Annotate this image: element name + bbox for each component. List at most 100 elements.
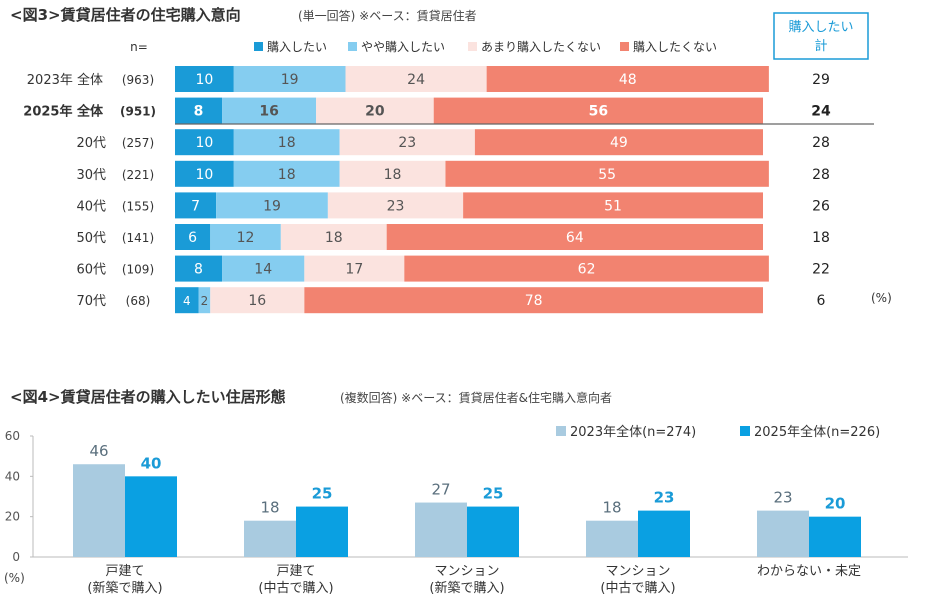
fig4-bar-value: 18 — [602, 499, 621, 517]
bar-segment — [222, 97, 317, 124]
bar-segment-label: 20 — [365, 104, 385, 120]
bar-segment-label: 23 — [387, 198, 405, 214]
row-total: 28 — [812, 167, 830, 183]
total-header-line1: 購入したい — [788, 20, 853, 35]
fig4-y-tick-label: 40 — [5, 469, 20, 483]
bar-segment — [198, 287, 211, 314]
bar-segment — [210, 224, 281, 250]
bar-segment-label: 23 — [398, 135, 416, 151]
fig3-percent-unit: (%) — [871, 291, 892, 305]
fig3-legend-label-1: やや購入したい — [361, 40, 445, 54]
bar-segment-label: 17 — [345, 262, 363, 278]
bar-segment — [210, 287, 305, 314]
bar-segment-label: 18 — [325, 230, 343, 246]
bar-segment — [233, 129, 340, 156]
bar-segment — [304, 287, 763, 314]
fig4-y-tick-label: 20 — [5, 510, 20, 524]
fig3-legend-label-3: 購入したくない — [633, 40, 717, 54]
fig3-legend: 購入したい やや購入したい あまり購入したくない 購入したくない — [254, 40, 717, 54]
bar-segment-label: 16 — [259, 104, 278, 120]
fig4-category-label: (新築で購入) — [87, 580, 162, 596]
row-label: 30代 — [76, 168, 106, 183]
fig4-bar — [296, 506, 348, 557]
fig4-legend-label-0: 2023年全体(n=274) — [570, 424, 696, 440]
row-label: 2023年 全体 — [27, 72, 103, 88]
fig4-bar — [125, 476, 177, 557]
bar-segment — [175, 97, 223, 124]
fig4-bar-value: 18 — [260, 499, 279, 517]
bar-segment — [175, 66, 234, 92]
bar-segment — [486, 66, 769, 92]
row-label: 40代 — [76, 199, 106, 214]
total-header-box — [773, 12, 869, 60]
bar-segment — [404, 255, 769, 282]
bar-segment — [216, 192, 328, 219]
bar-segment-label: 7 — [191, 198, 200, 214]
fig3-legend-swatch-2 — [468, 42, 477, 51]
bar-segment — [175, 224, 211, 250]
bar-segment-label: 55 — [598, 167, 616, 183]
row-label: 70代 — [76, 294, 106, 309]
fig4-bar — [757, 510, 809, 557]
fig4-category-label: (中古で購入) — [600, 581, 675, 596]
fig4-category-label: 戸建て — [276, 564, 315, 579]
bar-segment-label: 4 — [183, 294, 191, 308]
bar-segment-label: 48 — [619, 72, 637, 88]
total-header-line2: 計 — [814, 38, 827, 54]
bar-segment-label: 24 — [407, 72, 425, 88]
bar-segment — [280, 224, 387, 250]
fig4-category-label: マンション — [434, 564, 499, 579]
bar-segment-label: 10 — [195, 135, 213, 151]
fig3-legend-swatch-1 — [348, 42, 357, 51]
row-total: 28 — [812, 135, 830, 151]
fig4-bar — [73, 464, 125, 557]
fig4-bar — [467, 506, 519, 557]
bar-segment-label: 18 — [278, 135, 296, 151]
bar-segment-label: 12 — [237, 230, 255, 246]
row-n: (68) — [126, 294, 151, 308]
bar-segment-label: 18 — [384, 167, 402, 183]
bar-segment — [304, 255, 405, 282]
bar-segment — [233, 160, 340, 187]
row-total: 29 — [812, 72, 830, 88]
fig4-category-label: (中古で購入) — [258, 581, 333, 596]
bar-segment — [233, 66, 346, 92]
row-label: 50代 — [76, 231, 106, 246]
bar-segment — [345, 66, 487, 92]
fig4-bar-value: 25 — [312, 485, 333, 503]
bar-segment-label: 78 — [525, 293, 543, 309]
bar-segment — [175, 160, 234, 187]
bar-segment — [386, 224, 763, 250]
fig4-category-label: 戸建て — [105, 564, 144, 579]
fig3-legend-swatch-0 — [254, 42, 263, 51]
row-total: 6 — [817, 293, 826, 309]
bar-segment-label: 19 — [281, 72, 299, 88]
bar-segment — [327, 192, 464, 219]
fig4-legend-swatch-0 — [556, 426, 566, 436]
fig4-legend: 2023年全体(n=274) 2025年全体(n=226) — [556, 424, 880, 440]
fig4-bar-value: 23 — [654, 489, 675, 507]
row-n: (109) — [122, 263, 154, 277]
fig4-y-tick-label: 60 — [5, 429, 20, 443]
fig4-bar-value: 23 — [773, 489, 792, 507]
fig4-category-label: マンション — [605, 564, 670, 579]
fig3-subtitle: (単一回答) ※ベース：賃貸居住者 — [298, 8, 477, 23]
row-label: 60代 — [76, 263, 106, 278]
fig4-category-label: (新築で購入) — [429, 580, 504, 596]
bar-segment-label: 8 — [194, 104, 204, 120]
bar-segment — [222, 255, 305, 282]
fig4-y-tick-label: 0 — [12, 550, 20, 564]
bar-segment-label: 10 — [195, 167, 213, 183]
bar-segment-label: 14 — [254, 262, 272, 278]
bar-segment-label: 2 — [201, 294, 209, 308]
bar-segment — [175, 255, 223, 282]
bar-segment — [339, 160, 446, 187]
row-n: (257) — [122, 136, 154, 150]
bar-segment-label: 51 — [604, 198, 622, 214]
bar-segment-label: 10 — [195, 72, 213, 88]
fig3-title: <図3>賃貸居住者の住宅購入意向 — [10, 6, 241, 24]
row-total: 18 — [812, 230, 830, 246]
